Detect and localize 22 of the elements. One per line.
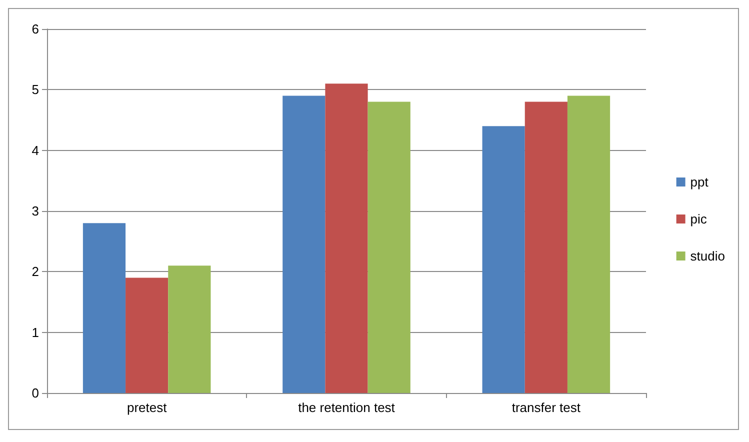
legend-label: ppt: [690, 174, 709, 190]
bar: [482, 126, 525, 393]
y-tick-label: 2: [32, 264, 39, 280]
x-tick-label: transfer test: [512, 400, 581, 415]
bar: [325, 84, 368, 393]
x-tick-label: pretest: [126, 400, 168, 415]
bar: [567, 96, 610, 393]
bar: [524, 102, 568, 393]
y-tick-label: 3: [32, 204, 39, 218]
bar: [282, 96, 326, 393]
y-tick-label: 5: [32, 82, 39, 98]
y-tick-label: 4: [32, 142, 39, 158]
bar: [82, 223, 126, 393]
bar: [126, 278, 168, 393]
y-tick-label: 0: [32, 386, 39, 400]
bar: [368, 102, 410, 393]
legend-label: studio: [690, 248, 726, 264]
bar: [168, 266, 211, 393]
legend-label: pic: [690, 212, 708, 226]
y-tick-label: 1: [32, 324, 39, 340]
x-tick-label: the retention test: [298, 400, 396, 415]
y-tick-label: 6: [32, 22, 39, 36]
